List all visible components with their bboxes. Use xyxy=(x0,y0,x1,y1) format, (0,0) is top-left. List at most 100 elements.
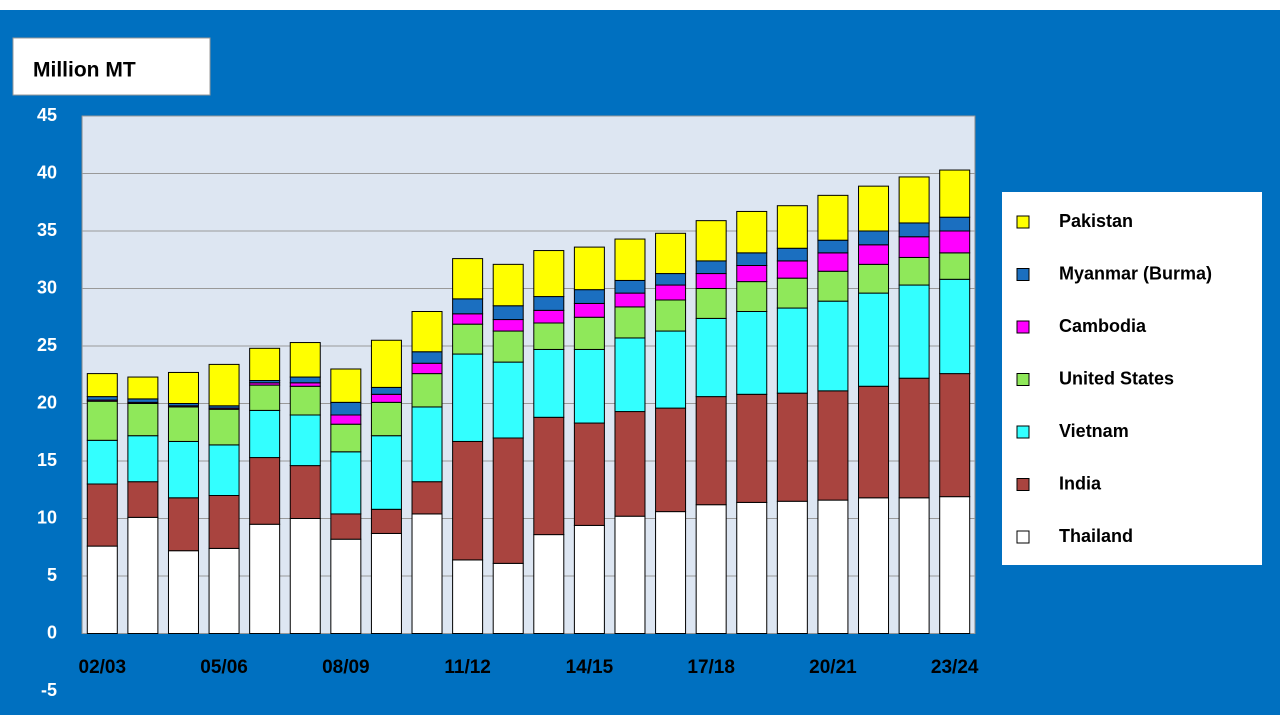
bar-segment xyxy=(776,260,808,279)
bar-segment xyxy=(208,444,240,496)
bar-segment xyxy=(898,377,930,499)
bar-segment xyxy=(817,252,849,272)
bar-segment xyxy=(776,500,808,634)
bar-segment xyxy=(898,284,930,379)
bar-segment xyxy=(127,403,159,437)
bar-segment xyxy=(492,263,524,307)
x-tick-label: 14/15 xyxy=(566,657,614,678)
bar-segment xyxy=(614,337,646,413)
bar-segment xyxy=(655,273,687,286)
bar-segment xyxy=(127,398,159,403)
x-tick-label: 23/24 xyxy=(931,657,979,678)
bar-segment xyxy=(573,316,605,350)
bar-segment xyxy=(86,396,118,401)
legend-box xyxy=(1002,192,1262,565)
bar-segment xyxy=(736,210,768,254)
bar-segment xyxy=(127,516,159,634)
y-tick-label: 5 xyxy=(47,565,57,585)
bar-segment xyxy=(289,342,321,378)
bar-segment xyxy=(939,252,971,280)
bar-segment xyxy=(858,497,890,634)
bar-segment xyxy=(736,265,768,283)
bar-segment xyxy=(208,547,240,635)
bar-segment xyxy=(167,497,199,552)
bar-segment xyxy=(614,279,646,294)
x-tick-label: 20/21 xyxy=(809,657,857,678)
bar-segment xyxy=(370,508,402,534)
legend-swatch xyxy=(1016,320,1030,334)
bar-segment xyxy=(736,393,768,503)
bar-segment xyxy=(492,305,524,321)
x-tick-label: 17/18 xyxy=(687,657,735,678)
y-tick-label: 40 xyxy=(37,162,57,182)
bar-segment xyxy=(655,284,687,301)
bar-segment xyxy=(695,260,727,275)
legend-swatch xyxy=(1016,268,1030,281)
bar-segment xyxy=(249,457,281,525)
bar-segment xyxy=(86,439,118,485)
bar-segment xyxy=(817,499,849,634)
bar-segment xyxy=(533,348,565,418)
bar-segment xyxy=(249,523,281,634)
bar-segment xyxy=(939,278,971,375)
y-tick-label: 10 xyxy=(37,507,57,527)
bar-segment xyxy=(776,205,808,249)
bar-segment xyxy=(655,511,687,635)
bar-segment xyxy=(736,501,768,634)
bar-segment xyxy=(167,371,199,405)
bar-segment xyxy=(289,382,321,387)
bar-segment xyxy=(411,406,443,483)
bar-segment xyxy=(492,437,524,564)
x-tick-label: 08/09 xyxy=(322,657,370,678)
bar-segment xyxy=(86,373,118,398)
bar-segment xyxy=(736,281,768,313)
bar-segment xyxy=(898,222,930,238)
bar-segment xyxy=(452,258,484,300)
bar-segment xyxy=(452,353,484,442)
bar-segment xyxy=(127,435,159,483)
legend-label: United States xyxy=(1059,368,1174,388)
bar-segment xyxy=(939,230,971,254)
bar-segment xyxy=(370,339,402,388)
legend-swatch xyxy=(1016,530,1030,544)
bar-segment xyxy=(776,247,808,262)
bar-segment xyxy=(330,423,362,453)
bar-segment xyxy=(330,414,362,425)
legend-label: India xyxy=(1059,473,1102,493)
bar-segment xyxy=(858,244,890,265)
legend-label: Cambodia xyxy=(1059,316,1147,336)
bar-segment xyxy=(533,296,565,311)
x-tick-label: 05/06 xyxy=(200,657,248,678)
bar-segment xyxy=(411,311,443,353)
bar-segment xyxy=(249,347,281,381)
bar-segment xyxy=(858,385,890,499)
bar-segment xyxy=(330,513,362,540)
bar-segment xyxy=(573,302,605,318)
legend-label: Vietnam xyxy=(1059,421,1129,441)
bar-segment xyxy=(167,440,199,499)
bar-segment xyxy=(208,408,240,446)
bar-segment xyxy=(858,292,890,387)
bar-segment xyxy=(695,317,727,398)
y-tick-label: 25 xyxy=(37,335,57,355)
bar-segment xyxy=(858,230,890,246)
bar-segment xyxy=(370,532,402,635)
bar-segment xyxy=(370,386,402,395)
bar-segment xyxy=(127,481,159,518)
bar-segment xyxy=(452,323,484,355)
bar-segment xyxy=(898,497,930,634)
bar-segment xyxy=(939,216,971,232)
y-tick-label: 15 xyxy=(37,450,57,470)
y-tick-label: 35 xyxy=(37,220,57,240)
bar-segment xyxy=(330,538,362,635)
bar-segment xyxy=(289,518,321,634)
bar-segment xyxy=(249,409,281,459)
bar-segment xyxy=(86,483,118,547)
x-tick-label: 02/03 xyxy=(79,657,127,678)
bar-segment xyxy=(289,465,321,520)
bar-segment xyxy=(695,220,727,262)
bar-segment xyxy=(533,250,565,298)
legend-swatch xyxy=(1016,425,1030,439)
bar-segment xyxy=(695,504,727,635)
